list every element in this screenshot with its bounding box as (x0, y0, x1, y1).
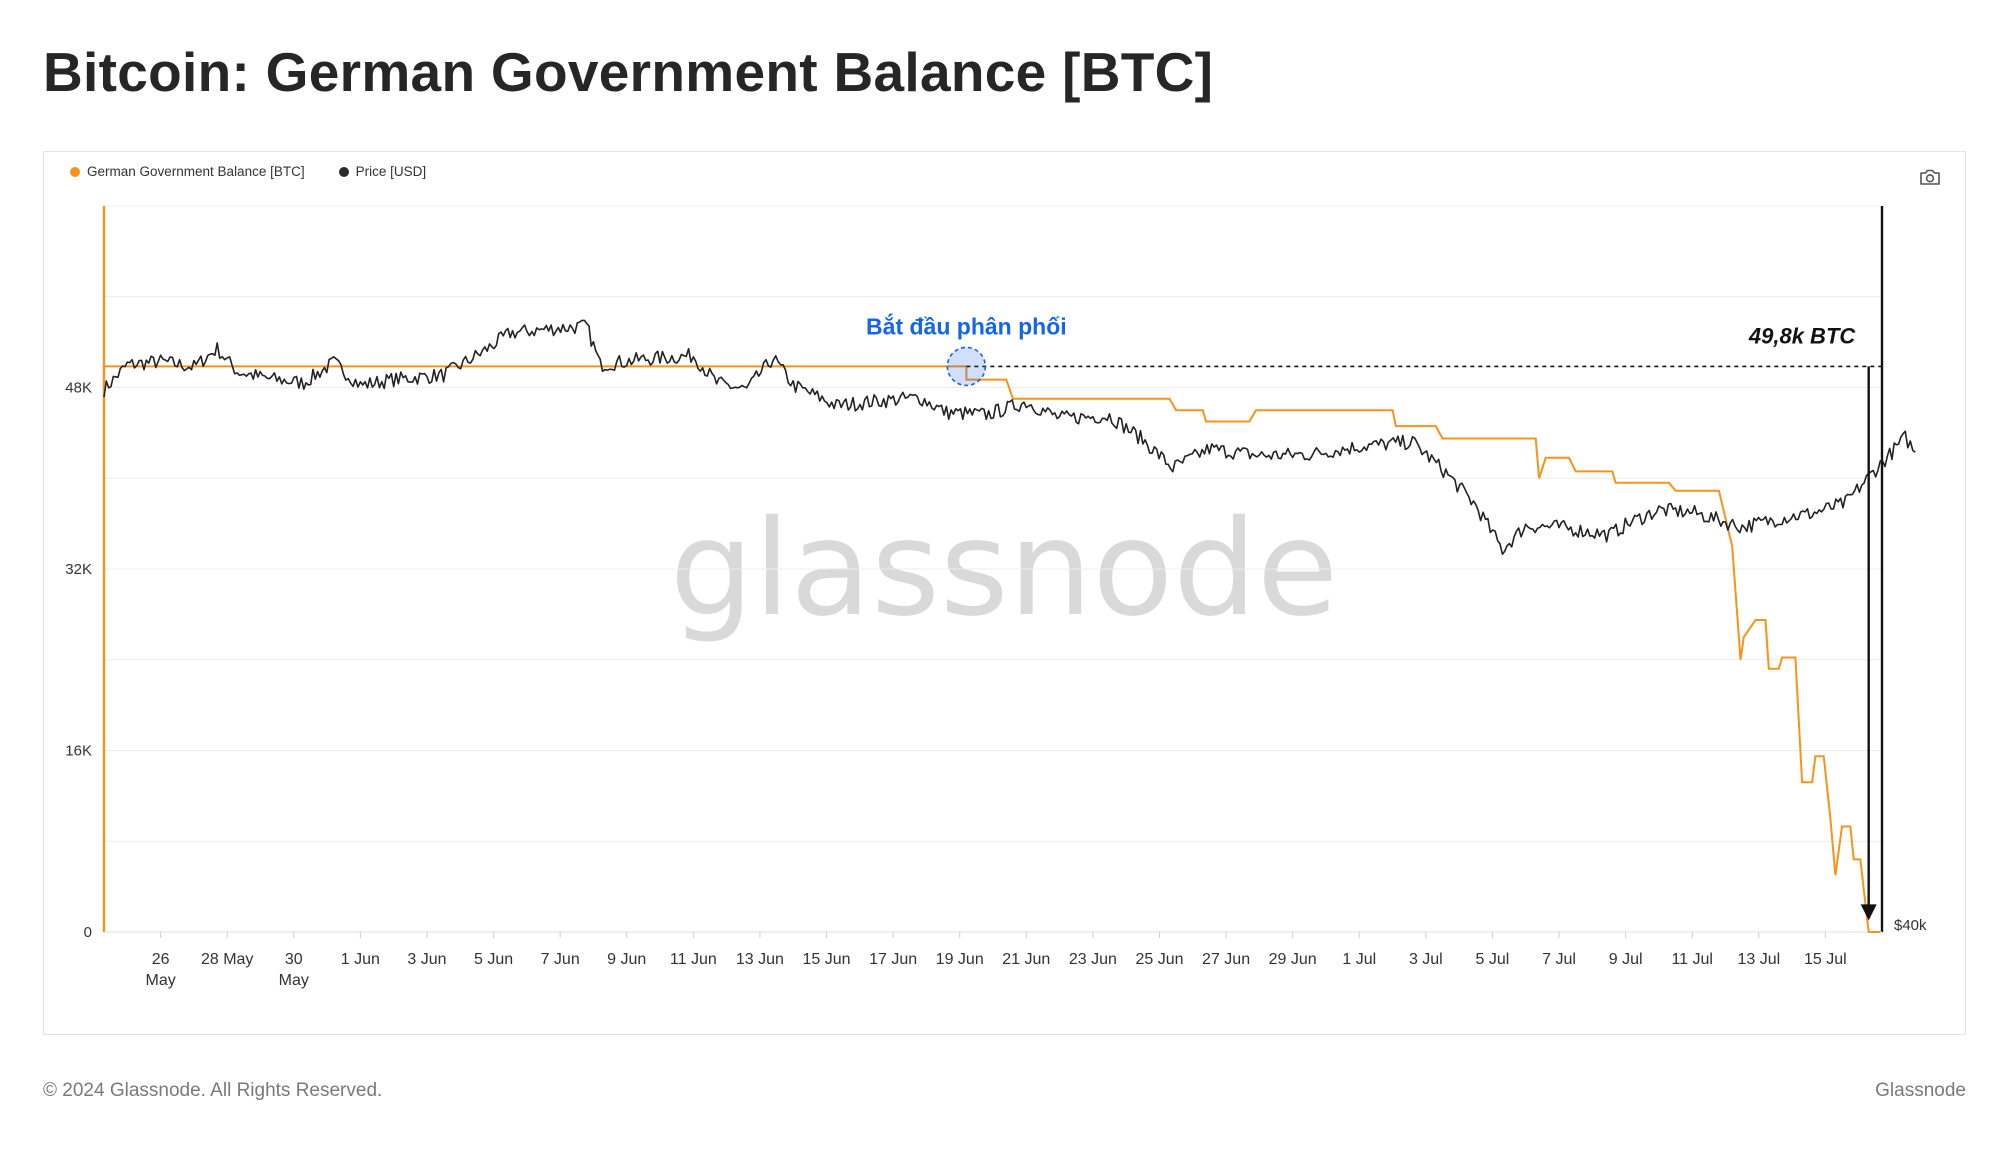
x-tick-label: 11 Jun (670, 951, 717, 968)
x-tick-label: 1 Jul (1342, 951, 1376, 968)
x-tick-label: 17 Jun (869, 951, 917, 968)
legend-price-label: Price [USD] (355, 164, 427, 179)
x-tick-label: 7 Jul (1542, 951, 1576, 968)
x-tick-label: 13 Jun (736, 951, 784, 968)
x-tick-label: 3 Jun (407, 951, 446, 968)
camera-icon[interactable] (1919, 168, 1941, 191)
balance-series-line (104, 365, 1881, 933)
page-title: Bitcoin: German Government Balance [BTC] (43, 41, 1214, 103)
legend-price-dot (338, 166, 349, 177)
x-tick-label: 21 Jun (1002, 951, 1050, 968)
x-axis-ticks: 26 May 28 May 30 May 1 Jun 3 Jun 5 Jun 7 Jun 9 Ju… (145, 932, 1847, 989)
legend-item-price[interactable]: Price [USD] (338, 164, 427, 179)
x-tick-label: 5 Jun (474, 951, 513, 968)
x-tick-label: 19 Jun (936, 951, 984, 968)
x-tick-label: 13 Jul (1737, 951, 1780, 968)
x-tick-sublabel: May (279, 972, 309, 989)
distribution-start-label: Bắt đầu phân phối (866, 312, 1067, 339)
x-tick-label: 9 Jun (607, 951, 646, 968)
x-tick-label: 27 Jun (1202, 951, 1250, 968)
axes (102, 206, 1884, 933)
legend-balance-dot (70, 166, 80, 177)
footer-brand[interactable]: Glassnode (1875, 1080, 1966, 1101)
x-tick-label: 29 Jun (1269, 951, 1317, 968)
gridlines (104, 205, 1882, 842)
x-tick-label: 26 (152, 951, 170, 968)
y-tick-label: 32K (65, 561, 92, 578)
x-tick-label: 7 Jun (541, 951, 580, 968)
y-tick-label: 0 (84, 924, 92, 941)
btc-amount-label: 49,8k BTC (1748, 323, 1856, 348)
y-axis-ticks: 0 16K 32K 48K (65, 380, 92, 942)
x-tick-label: 5 Jul (1476, 951, 1510, 968)
x-tick-label: 15 Jun (802, 951, 850, 968)
distribution-start-marker[interactable] (946, 346, 987, 387)
x-tick-label: 30 (285, 951, 303, 968)
y-tick-label: 48K (65, 380, 92, 397)
x-tick-label: 3 Jul (1409, 951, 1443, 968)
legend-balance-label: German Government Balance [BTC] (87, 164, 305, 179)
x-tick-sublabel: May (145, 972, 175, 989)
price-series-line (103, 319, 1916, 555)
legend-item-balance[interactable]: German Government Balance [BTC] (70, 164, 305, 179)
x-tick-label: 15 Jul (1804, 951, 1847, 968)
x-tick-label: 11 Jul (1671, 951, 1713, 968)
x-tick-label: 9 Jul (1609, 951, 1643, 968)
decline-arrow-head (1860, 904, 1877, 921)
footer-copyright: © 2024 Glassnode. All Rights Reserved. (43, 1080, 383, 1101)
y-tick-label: 16K (65, 743, 92, 760)
chart-panel: German Government Balance [BTC] Price [U… (43, 151, 1966, 1035)
x-tick-label: 28 May (201, 951, 253, 968)
chart-legend: German Government Balance [BTC] Price [U… (70, 164, 426, 179)
x-tick-label: 1 Jun (341, 951, 380, 968)
x-tick-label: 23 Jun (1069, 951, 1117, 968)
x-tick-label: 25 Jun (1135, 951, 1183, 968)
right-axis-tick-label: $40k (1894, 917, 1927, 934)
